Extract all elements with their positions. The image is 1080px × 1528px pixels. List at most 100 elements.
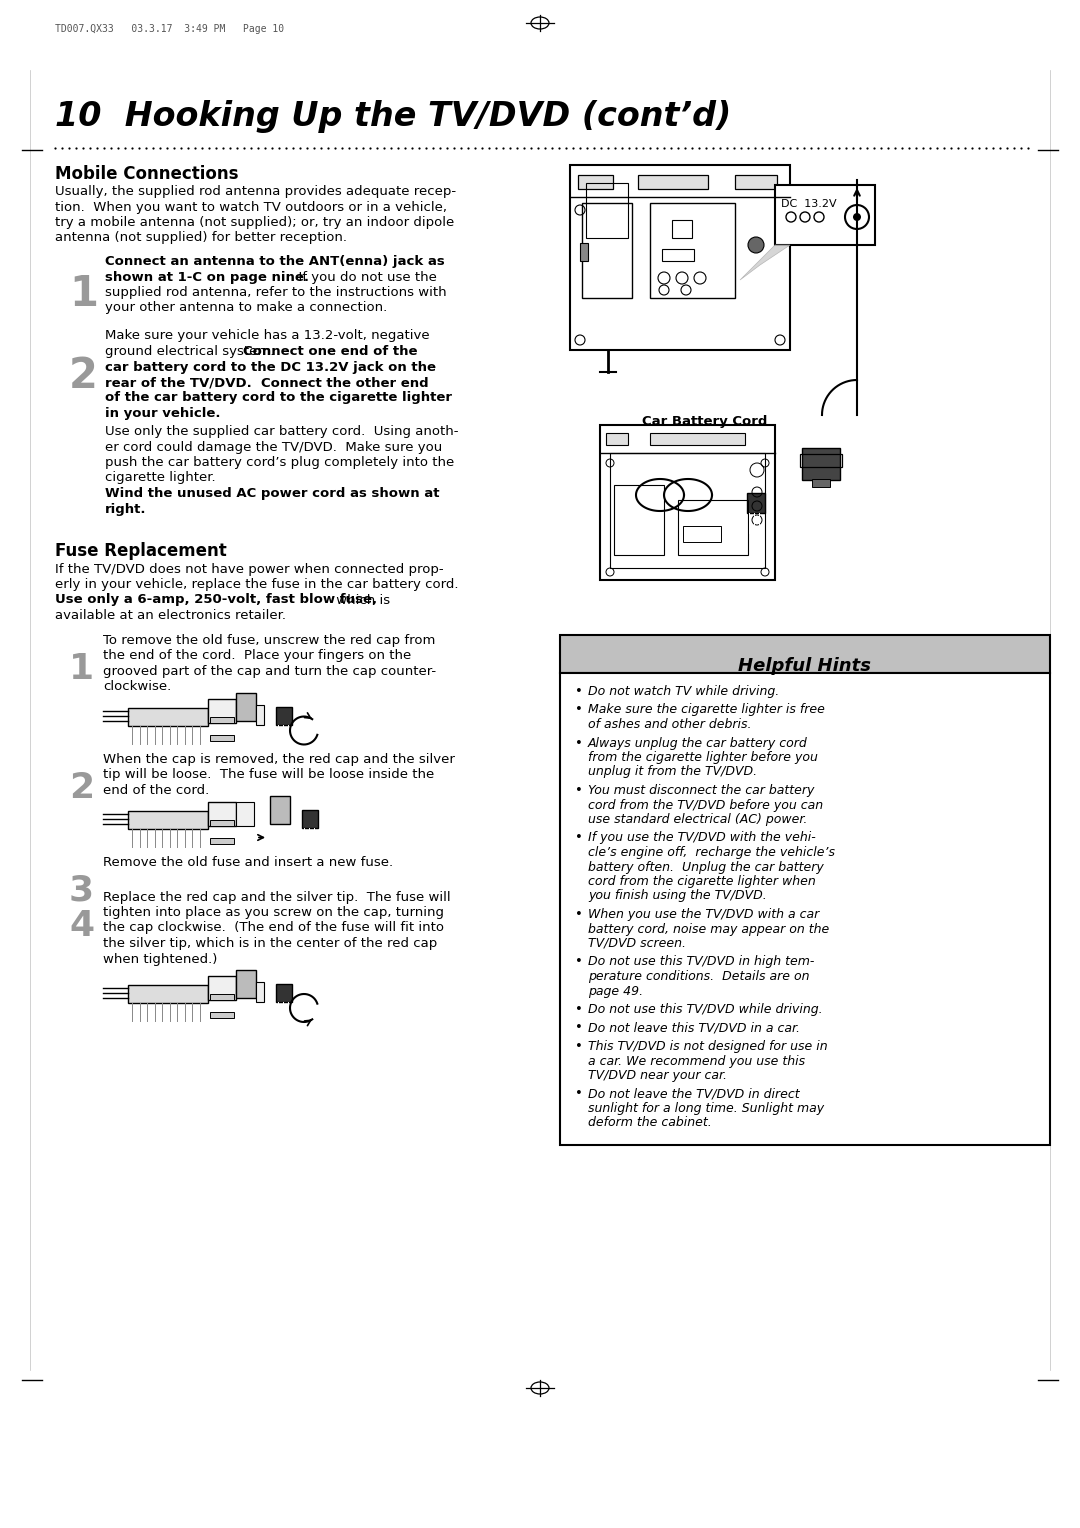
Text: Helpful Hints: Helpful Hints: [739, 657, 872, 675]
Text: 1: 1: [69, 274, 98, 315]
Text: when tightened.): when tightened.): [103, 952, 217, 966]
Bar: [208, 698, 237, 723]
Text: right.: right.: [105, 503, 147, 515]
Text: from the cigarette lighter before you: from the cigarette lighter before you: [588, 750, 818, 764]
Bar: [586, 183, 627, 238]
Text: tip will be loose.  The fuse will be loose inside the: tip will be loose. The fuse will be loos…: [103, 769, 434, 781]
Text: the cap clockwise.  (The end of the fuse will fit into: the cap clockwise. (The end of the fuse …: [103, 921, 444, 935]
Text: in your vehicle.: in your vehicle.: [105, 406, 220, 420]
Bar: [735, 176, 777, 189]
Text: unplug it from the TV/DVD.: unplug it from the TV/DVD.: [588, 766, 757, 778]
Text: Make sure the cigarette lighter is free: Make sure the cigarette lighter is free: [588, 703, 825, 717]
Text: 10  Hooking Up the TV/DVD (cont’d): 10 Hooking Up the TV/DVD (cont’d): [55, 99, 731, 133]
Text: sunlight for a long time. Sunlight may: sunlight for a long time. Sunlight may: [588, 1102, 824, 1115]
Text: a car. We recommend you use this: a car. We recommend you use this: [588, 1054, 805, 1068]
Text: tion.  When you want to watch TV outdoors or in a vehicle,: tion. When you want to watch TV outdoors…: [55, 200, 447, 214]
Circle shape: [748, 237, 764, 254]
Bar: [208, 802, 237, 825]
Bar: [600, 425, 775, 581]
Bar: [210, 1012, 234, 1018]
Bar: [270, 796, 291, 824]
Bar: [561, 672, 1050, 1144]
Text: 4: 4: [69, 909, 94, 943]
Text: battery cord, noise may appear on the: battery cord, noise may appear on the: [588, 923, 829, 935]
Text: •: •: [573, 1022, 582, 1034]
Bar: [256, 983, 264, 1002]
Text: 3: 3: [69, 874, 94, 908]
Text: car battery cord to the DC 13.2V jack on the: car battery cord to the DC 13.2V jack on…: [105, 361, 436, 373]
Text: Do not use this TV/DVD in high tem-: Do not use this TV/DVD in high tem-: [588, 955, 814, 969]
Bar: [208, 976, 237, 999]
Text: clockwise.: clockwise.: [103, 680, 172, 694]
Text: deform the cabinet.: deform the cabinet.: [588, 1117, 712, 1129]
Bar: [610, 452, 765, 568]
Text: Mobile Connections: Mobile Connections: [55, 165, 239, 183]
Text: your other antenna to make a connection.: your other antenna to make a connection.: [105, 301, 388, 315]
Text: push the car battery cord’s plug completely into the: push the car battery cord’s plug complet…: [105, 455, 455, 469]
Text: •: •: [573, 685, 582, 698]
Bar: [276, 706, 292, 724]
Text: Always unplug the car battery cord: Always unplug the car battery cord: [588, 736, 808, 750]
Text: Car Battery Cord: Car Battery Cord: [643, 416, 768, 428]
Text: Remove the old fuse and insert a new fuse.: Remove the old fuse and insert a new fus…: [103, 856, 393, 868]
Text: cord from the TV/DVD before you can: cord from the TV/DVD before you can: [588, 799, 823, 811]
Text: the end of the cord.  Place your fingers on the: the end of the cord. Place your fingers …: [103, 649, 411, 663]
Bar: [683, 526, 721, 542]
Text: •: •: [573, 736, 582, 750]
Text: When you use the TV/DVD with a car: When you use the TV/DVD with a car: [588, 908, 820, 921]
Text: DC  13.2V: DC 13.2V: [781, 199, 837, 209]
Text: rear of the TV/DVD.  Connect the other end: rear of the TV/DVD. Connect the other en…: [105, 376, 429, 390]
Bar: [678, 500, 748, 555]
Text: of ashes and other debris.: of ashes and other debris.: [588, 718, 752, 730]
Bar: [129, 810, 208, 828]
Text: TV/DVD screen.: TV/DVD screen.: [588, 937, 686, 950]
Bar: [802, 448, 840, 480]
Bar: [615, 484, 664, 555]
Bar: [210, 717, 234, 723]
Bar: [129, 986, 208, 1002]
Text: Use only a 6-amp, 250-volt, fast blow fuse,: Use only a 6-amp, 250-volt, fast blow fu…: [55, 593, 377, 607]
Bar: [561, 636, 1050, 672]
Bar: [578, 176, 613, 189]
Bar: [276, 984, 292, 1002]
Text: the silver tip, which is in the center of the red cap: the silver tip, which is in the center o…: [103, 937, 437, 950]
Text: Fuse Replacement: Fuse Replacement: [55, 542, 227, 561]
Text: Use only the supplied car battery cord.  Using anoth-: Use only the supplied car battery cord. …: [105, 425, 459, 439]
Text: •: •: [573, 1041, 582, 1053]
Bar: [210, 837, 234, 843]
Text: If you use the TV/DVD with the vehi-: If you use the TV/DVD with the vehi-: [588, 831, 815, 845]
Text: available at an electronics retailer.: available at an electronics retailer.: [55, 610, 286, 622]
Text: You must disconnect the car battery: You must disconnect the car battery: [588, 784, 814, 798]
Text: •: •: [573, 831, 582, 845]
Text: Do not use this TV/DVD while driving.: Do not use this TV/DVD while driving.: [588, 1002, 823, 1016]
Text: If you do not use the: If you do not use the: [291, 270, 437, 284]
Bar: [606, 432, 627, 445]
Text: •: •: [573, 908, 582, 921]
Text: Connect one end of the: Connect one end of the: [243, 345, 418, 358]
Text: 1: 1: [69, 652, 94, 686]
Text: shown at 1-C on page nine.: shown at 1-C on page nine.: [105, 270, 309, 284]
Text: Do not leave the TV/DVD in direct: Do not leave the TV/DVD in direct: [588, 1088, 799, 1100]
Bar: [812, 478, 831, 487]
Text: cle’s engine off,  recharge the vehicle’s: cle’s engine off, recharge the vehicle’s: [588, 847, 835, 859]
Bar: [800, 454, 842, 468]
Text: of the car battery cord to the cigarette lighter: of the car battery cord to the cigarette…: [105, 391, 453, 405]
Text: •: •: [573, 955, 582, 969]
Text: Do not watch TV while driving.: Do not watch TV while driving.: [588, 685, 780, 698]
Bar: [210, 995, 234, 999]
Text: antenna (not supplied) for better reception.: antenna (not supplied) for better recept…: [55, 232, 347, 244]
Text: •: •: [573, 784, 582, 798]
Text: Connect an antenna to the ANT(enna) jack as: Connect an antenna to the ANT(enna) jack…: [105, 255, 445, 267]
Text: tighten into place as you screw on the cap, turning: tighten into place as you screw on the c…: [103, 906, 444, 918]
Bar: [256, 704, 264, 724]
Text: •: •: [573, 1002, 582, 1016]
Text: When the cap is removed, the red cap and the silver: When the cap is removed, the red cap and…: [103, 752, 455, 766]
Bar: [237, 692, 256, 721]
Bar: [582, 203, 632, 298]
Text: •: •: [573, 703, 582, 717]
Text: Do not leave this TV/DVD in a car.: Do not leave this TV/DVD in a car.: [588, 1022, 800, 1034]
Text: If the TV/DVD does not have power when connected prop-: If the TV/DVD does not have power when c…: [55, 562, 444, 576]
Bar: [638, 176, 708, 189]
Text: •: •: [573, 1088, 582, 1100]
Text: page 49.: page 49.: [588, 984, 643, 998]
